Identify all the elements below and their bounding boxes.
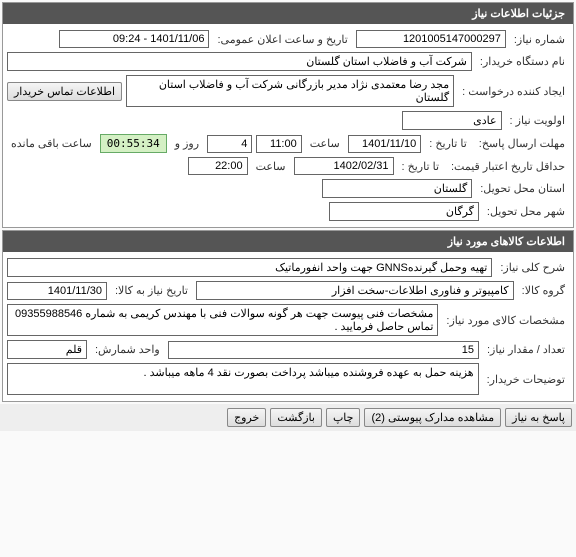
announce-field: 1401/11/06 - 09:24 [59,30,209,48]
spec-label: مشخصات کالای مورد نیاز: [442,314,569,327]
price-valid-time-field: 22:00 [188,157,248,175]
unit-field: قلم [7,340,87,359]
need-date-field: 1401/11/30 [7,282,107,300]
group-label: گروه کالا: [518,284,569,297]
until-label-1: تا تاریخ : [425,137,470,150]
deadline-label: مهلت ارسال پاسخ: [475,137,569,150]
panel2-body: شرح کلی نیاز: تهیه وحمل گیرندهGNNS جهت و… [3,252,573,401]
desc-label: شرح کلی نیاز: [496,261,569,274]
remain-label: ساعت باقی مانده [7,137,96,150]
need-date-label: تاریخ نیاز به کالا: [111,284,192,297]
priority-field: عادی [402,111,502,130]
buyer-field: شرکت آب و فاضلاب استان گلستان [7,52,472,71]
days-label: روز و [171,137,203,150]
time-label-2: ساعت [252,160,290,173]
desc-field: تهیه وحمل گیرندهGNNS جهت واحد انفورماتیک [7,258,492,277]
buyer-label: نام دستگاه خریدار: [476,55,569,68]
city-label: شهر محل تحویل: [483,205,569,218]
exit-button[interactable]: خروج [227,408,266,427]
back-button[interactable]: بازگشت [270,408,322,427]
deadline-time-field: 11:00 [256,135,301,153]
price-valid-label: حداقل تاریخ اعتبار قیمت: [447,160,569,173]
time-label-1: ساعت [306,137,344,150]
priority-label: اولویت نیاز : [506,114,569,127]
need-info-panel: جزئیات اطلاعات نیاز شماره نیاز: 12010051… [2,2,574,228]
countdown-timer: 00:55:34 [100,134,167,153]
days-field: 4 [207,135,252,153]
panel2-title: اطلاعات کالاهای مورد نیاز [3,231,573,252]
goods-info-panel: اطلاعات کالاهای مورد نیاز شرح کلی نیاز: … [2,230,574,402]
req-no-label: شماره نیاز: [510,33,569,46]
notes-label: توضیحات خریدار: [483,373,569,386]
price-valid-date-field: 1402/02/31 [294,157,394,175]
province-field: گلستان [322,179,472,198]
contact-buyer-button[interactable]: اطلاعات تماس خریدار [7,82,122,101]
qty-label: تعداد / مقدار نیاز: [483,343,569,356]
notes-field: هزینه حمل به عهده فروشنده میباشد پرداخت … [7,363,479,395]
creator-field: مجد رضا معتمدی نژاد مدیر بازرگانی شرکت آ… [126,75,454,107]
panel1-title: جزئیات اطلاعات نیاز [3,3,573,24]
city-field: گرگان [329,202,479,221]
unit-label: واحد شمارش: [91,343,164,356]
spec-field: مشخصات فنی پیوست جهت هر گونه سوالات فنی … [7,304,438,336]
qty-field: 15 [168,341,479,359]
button-bar: پاسخ به نیاز مشاهده مدارک پیوستی (2) چاپ… [0,404,576,431]
creator-label: ایجاد کننده درخواست : [458,85,569,98]
view-attachments-button[interactable]: مشاهده مدارک پیوستی (2) [364,408,501,427]
panel1-body: شماره نیاز: 1201005147000297 تاریخ و ساع… [3,24,573,227]
deadline-date-field: 1401/11/10 [348,135,422,153]
req-no-field: 1201005147000297 [356,30,506,48]
province-label: استان محل تحویل: [476,182,569,195]
print-button[interactable]: چاپ [326,408,361,427]
until-label-2: تا تاریخ : [398,160,443,173]
announce-label: تاریخ و ساعت اعلان عمومی: [213,33,351,46]
group-field: کامپیوتر و فناوری اطلاعات-سخت افزار [196,281,514,300]
respond-button[interactable]: پاسخ به نیاز [505,408,572,427]
